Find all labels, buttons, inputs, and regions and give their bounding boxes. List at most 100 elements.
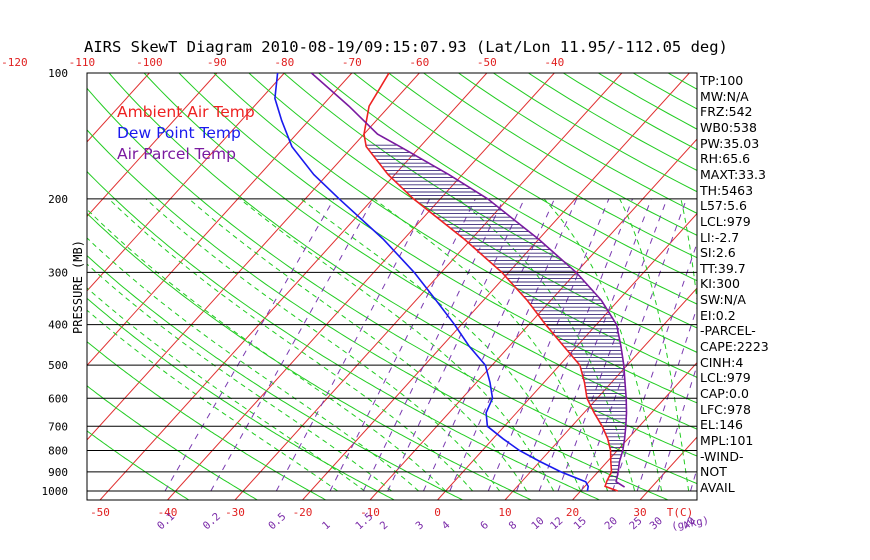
dry-adiabat <box>755 64 870 500</box>
mixing-ratio-line <box>581 198 687 492</box>
pressure-tick-label: 1000 <box>42 485 69 498</box>
top-temp-tick-label: -70 <box>342 56 362 69</box>
pressure-tick-label: 800 <box>48 444 68 457</box>
stat-item: NOT <box>700 464 727 480</box>
temp-tick-label: 20 <box>566 506 579 519</box>
isotherm-line <box>572 361 697 500</box>
mixing-ratio-line <box>516 198 634 492</box>
stat-item: MW:N/A <box>700 88 749 104</box>
moist-adiabat <box>87 208 447 492</box>
pressure-tick-label: 100 <box>48 67 68 80</box>
temp-tick-label: 0 <box>434 506 441 519</box>
temp-tick-label: -50 <box>90 506 110 519</box>
moist-adiabat <box>680 198 697 304</box>
temp-tick-label: -10 <box>360 506 380 519</box>
mixing-ratio-tick-label: 0.2 <box>201 511 223 533</box>
dry-adiabat <box>87 341 326 500</box>
dry-adiabat <box>457 73 697 214</box>
temp-tick-label: -40 <box>158 506 178 519</box>
temp-tick-label: -20 <box>293 506 313 519</box>
mixing-ratio-line <box>636 305 697 492</box>
temp-tick-label: 10 <box>498 506 511 519</box>
dry-adiabat <box>87 254 463 500</box>
stat-item: RH:65.6 <box>700 151 751 167</box>
mixing-ratio-line <box>210 198 374 492</box>
dry-adiabat <box>178 73 697 404</box>
mixing-ratio-tick-label: 8 <box>507 519 520 532</box>
dry-adiabat <box>667 73 697 90</box>
isotherm-line <box>775 73 870 500</box>
mixing-ratio-tick-label: 0.5 <box>266 511 288 533</box>
mixing-ratio-tick-label: 4 <box>440 519 453 532</box>
mixing-ratio-line <box>449 198 578 492</box>
isotherm-line <box>87 73 218 218</box>
dry-adiabat <box>87 430 189 500</box>
isotherm-line <box>437 212 697 500</box>
stat-item: -PARCEL- <box>700 323 756 339</box>
top-temp-tick-label: -110 <box>69 56 96 69</box>
isotherm-line <box>504 287 697 500</box>
isotherm-line <box>87 73 353 367</box>
stat-item: MAXT:33.3 <box>700 166 766 182</box>
dry-adiabat <box>422 73 697 236</box>
dry-adiabat <box>87 170 600 500</box>
stat-item: LFC:978 <box>700 401 751 417</box>
top-temp-tick-label: -90 <box>207 56 227 69</box>
top-temp-tick-label: -120 <box>1 56 28 69</box>
isotherm-line <box>234 73 623 500</box>
top-temp-tick-label: -40 <box>544 56 564 69</box>
dry-adiabat <box>108 73 697 457</box>
isotherm-line <box>167 73 555 500</box>
pressure-tick-label: 600 <box>48 392 68 405</box>
y-axis-label: PRESSURE (MB) <box>71 240 85 334</box>
mixing-ratio-line <box>657 363 697 492</box>
dry-adiabat <box>824 64 870 500</box>
dry-adiabat <box>213 73 697 378</box>
stat-item: -WIND- <box>700 448 744 464</box>
mixing-ratio-tick-label: 3 <box>413 519 426 532</box>
stat-item: L57:5.6 <box>700 198 747 214</box>
stat-item: EL:146 <box>700 417 743 433</box>
legend-air-parcel-temp: Air Parcel Temp <box>117 145 236 163</box>
stat-item: SI:2.6 <box>700 245 736 261</box>
mixing-ratio-line <box>538 198 652 492</box>
temp-tick-label: 30 <box>633 506 646 519</box>
pressure-tick-label: 400 <box>48 319 68 332</box>
mixing-ratio-tick-label: 30 <box>648 515 665 532</box>
dry-adiabat <box>87 297 395 500</box>
stat-item: FRZ:542 <box>700 104 753 120</box>
pressure-tick-label: 200 <box>48 193 68 206</box>
dry-adiabat <box>387 73 697 259</box>
series-ambient-air-temp <box>363 73 619 492</box>
top-temp-tick-label: -60 <box>409 56 429 69</box>
dry-adiabat <box>143 73 697 430</box>
isotherm-line <box>302 73 690 500</box>
stat-item: TT:39.7 <box>700 260 746 276</box>
stat-item: LCL:979 <box>700 213 751 229</box>
moist-adiabat <box>108 198 474 492</box>
stat-item: CAPE:2223 <box>700 339 769 355</box>
isotherm-line <box>0 73 82 500</box>
top-temp-tick-label: -50 <box>477 56 497 69</box>
pressure-tick-label: 700 <box>48 420 68 433</box>
stat-item: CAP:0.0 <box>700 386 749 401</box>
stat-item: CINH:4 <box>700 354 744 370</box>
stat-item: KI:300 <box>700 276 740 292</box>
mixing-ratio-line <box>387 198 525 492</box>
legend-dew-point-temp: Dew Point Temp <box>117 124 241 142</box>
stat-item: TP:100 <box>700 73 744 88</box>
isotherm-line <box>87 73 420 441</box>
temp-unit-label: T(C) <box>667 506 694 519</box>
plot-frame <box>86 72 698 501</box>
stat-item: LCL:979 <box>700 370 751 386</box>
mixing-ratio-tick-label: 20 <box>602 515 619 532</box>
mixing-ratio-tick-label: 1 <box>320 519 333 532</box>
isotherm-line <box>843 73 870 500</box>
moist-adiabat <box>87 237 420 492</box>
mixing-ratio-tick-label: 6 <box>478 519 491 532</box>
mixing-ratio-line <box>275 198 431 492</box>
mixing-ratio-line <box>557 198 668 492</box>
stat-item: PW:35.03 <box>700 135 760 151</box>
series-air-parcel-temp <box>310 73 628 488</box>
